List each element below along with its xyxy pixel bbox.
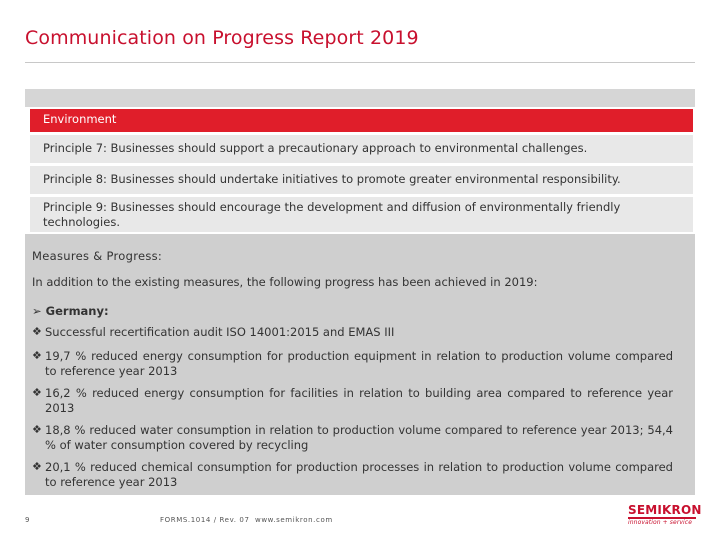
form-number: FORMS.1014 / Rev. 07 xyxy=(160,516,250,524)
principle-9-text: Principle 9: Businesses should encourage… xyxy=(43,200,621,229)
bullet-text: 20,1 % reduced chemical consumption for … xyxy=(45,460,673,489)
measures-heading: Measures & Progress: xyxy=(32,249,163,263)
measures-intro: In addition to the existing measures, th… xyxy=(32,275,538,289)
measures-progress-section: Measures & Progress: In addition to the … xyxy=(25,234,695,495)
list-item: ❖ 18,8 % reduced water consumption in re… xyxy=(32,423,673,452)
principle-7-text: Principle 7: Businesses should support a… xyxy=(43,141,588,155)
principle-8-text: Principle 8: Businesses should undertake… xyxy=(43,172,621,186)
principle-row: Principle 8: Businesses should undertake… xyxy=(25,166,695,194)
bullet-text: 18,8 % reduced water consumption in rela… xyxy=(45,423,673,452)
environment-table: Environment Principle 7: Businesses shou… xyxy=(25,89,695,495)
environment-heading-row: Environment xyxy=(25,109,695,132)
logo-bar xyxy=(628,517,696,519)
page-title: Communication on Progress Report 2019 xyxy=(25,27,419,49)
bullet-text: Successful recertification audit ISO 140… xyxy=(45,325,395,339)
bullet-icon: ❖ xyxy=(32,325,42,338)
list-item: ❖ 20,1 % reduced chemical consumption fo… xyxy=(32,460,673,489)
bullet-icon: ❖ xyxy=(32,460,42,473)
environment-heading: Environment xyxy=(43,112,117,126)
bullet-icon: ❖ xyxy=(32,349,42,362)
bullet-text: 19,7 % reduced energy consumption for pr… xyxy=(45,349,673,378)
footer-url: www.semikron.com xyxy=(255,516,333,524)
table-top-strip xyxy=(25,89,695,107)
page-number: 9 xyxy=(25,516,30,524)
bullet-icon: ❖ xyxy=(32,423,42,436)
bullet-text: 16,2 % reduced energy consumption for fa… xyxy=(45,386,673,415)
country-label: Germany: xyxy=(45,304,109,318)
arrow-icon: ➢ xyxy=(32,304,42,318)
list-item: ❖ Successful recertification audit ISO 1… xyxy=(32,325,673,340)
title-divider xyxy=(25,62,695,63)
semikron-logo: SEMIKRON innovation + service xyxy=(628,503,701,528)
list-item: ❖ 19,7 % reduced energy consumption for … xyxy=(32,349,673,378)
principle-row: Principle 9: Businesses should encourage… xyxy=(25,197,695,232)
logo-wordmark: SEMIKRON xyxy=(628,503,702,517)
bullet-icon: ❖ xyxy=(32,386,42,399)
country-heading: ➢ Germany: xyxy=(32,304,675,319)
logo-tagline: innovation + service xyxy=(628,519,692,526)
list-item: ❖ 16,2 % reduced energy consumption for … xyxy=(32,386,673,415)
principle-row: Principle 7: Businesses should support a… xyxy=(25,135,695,163)
